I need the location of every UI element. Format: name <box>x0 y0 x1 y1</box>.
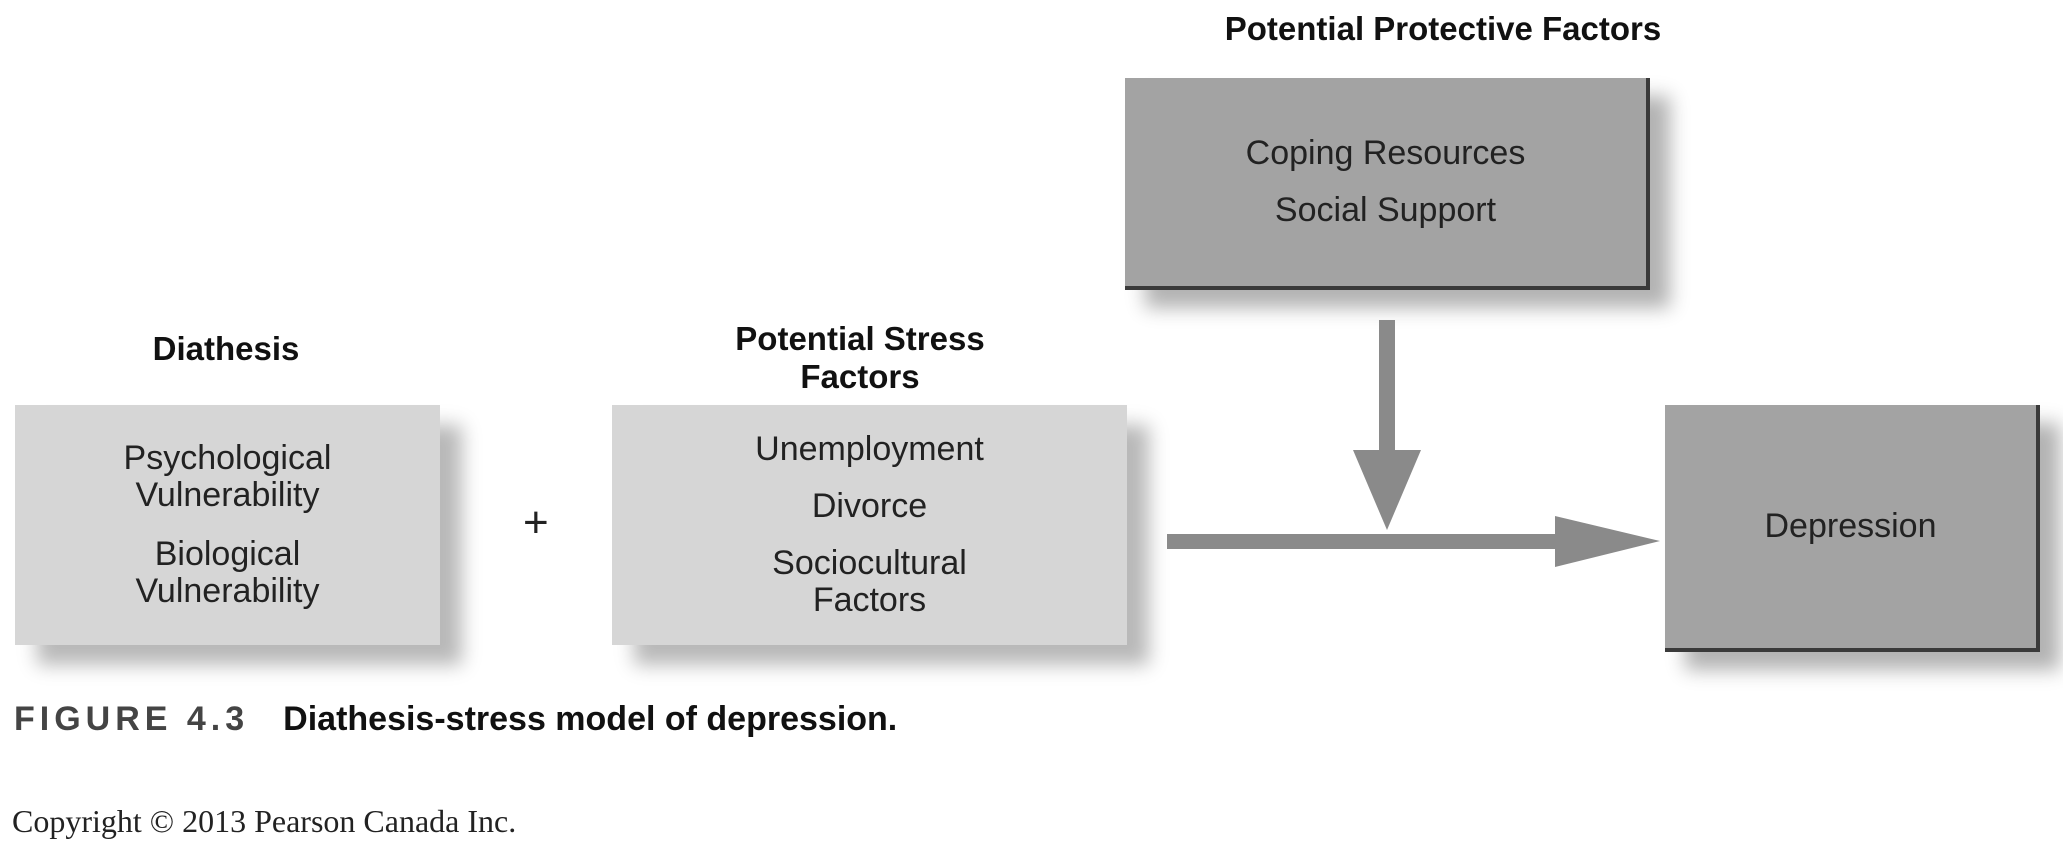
depression-box: Depression <box>1665 405 2040 652</box>
diathesis-heading: Diathesis <box>152 330 300 367</box>
protective-item-social-support: Social Support <box>1274 191 1497 229</box>
figure-caption: FIGURE 4.3 Diathesis-stress model of depr… <box>14 700 897 739</box>
protective-arrow <box>1353 320 1421 530</box>
figure-caption-text: Diathesis-stress model of depression. <box>283 700 898 738</box>
figure-number: FIGURE 4.3 <box>14 700 250 738</box>
diathesis-item-biological-vulnerability: Biological Vulnerability <box>135 535 320 610</box>
diathesis-box: Psychological Vulnerability Biological V… <box>15 405 440 645</box>
depression-label: Depression <box>1764 507 1937 545</box>
stress-item-divorce: Divorce <box>811 487 928 525</box>
stress-item-unemployment: Unemployment <box>755 430 984 468</box>
protective-factors-box: Coping Resources Social Support <box>1125 78 1650 290</box>
stress-factors-heading: Potential Stress Factors <box>735 320 985 395</box>
copyright-notice: Copyright © 2013 Pearson Canada Inc. <box>12 803 517 839</box>
protective-item-coping-resources: Coping Resources <box>1245 134 1526 172</box>
plus-operator: + <box>523 498 549 547</box>
main-arrow <box>1167 516 1660 567</box>
diathesis-item-psychological-vulnerability: Psychological Vulnerability <box>123 439 332 514</box>
stress-item-sociocultural-factors: Sociocultural Factors <box>772 544 967 619</box>
protective-factors-heading: Potential Protective Factors <box>1224 10 1662 47</box>
stress-factors-box: Unemployment Divorce Sociocultural Facto… <box>612 405 1127 645</box>
